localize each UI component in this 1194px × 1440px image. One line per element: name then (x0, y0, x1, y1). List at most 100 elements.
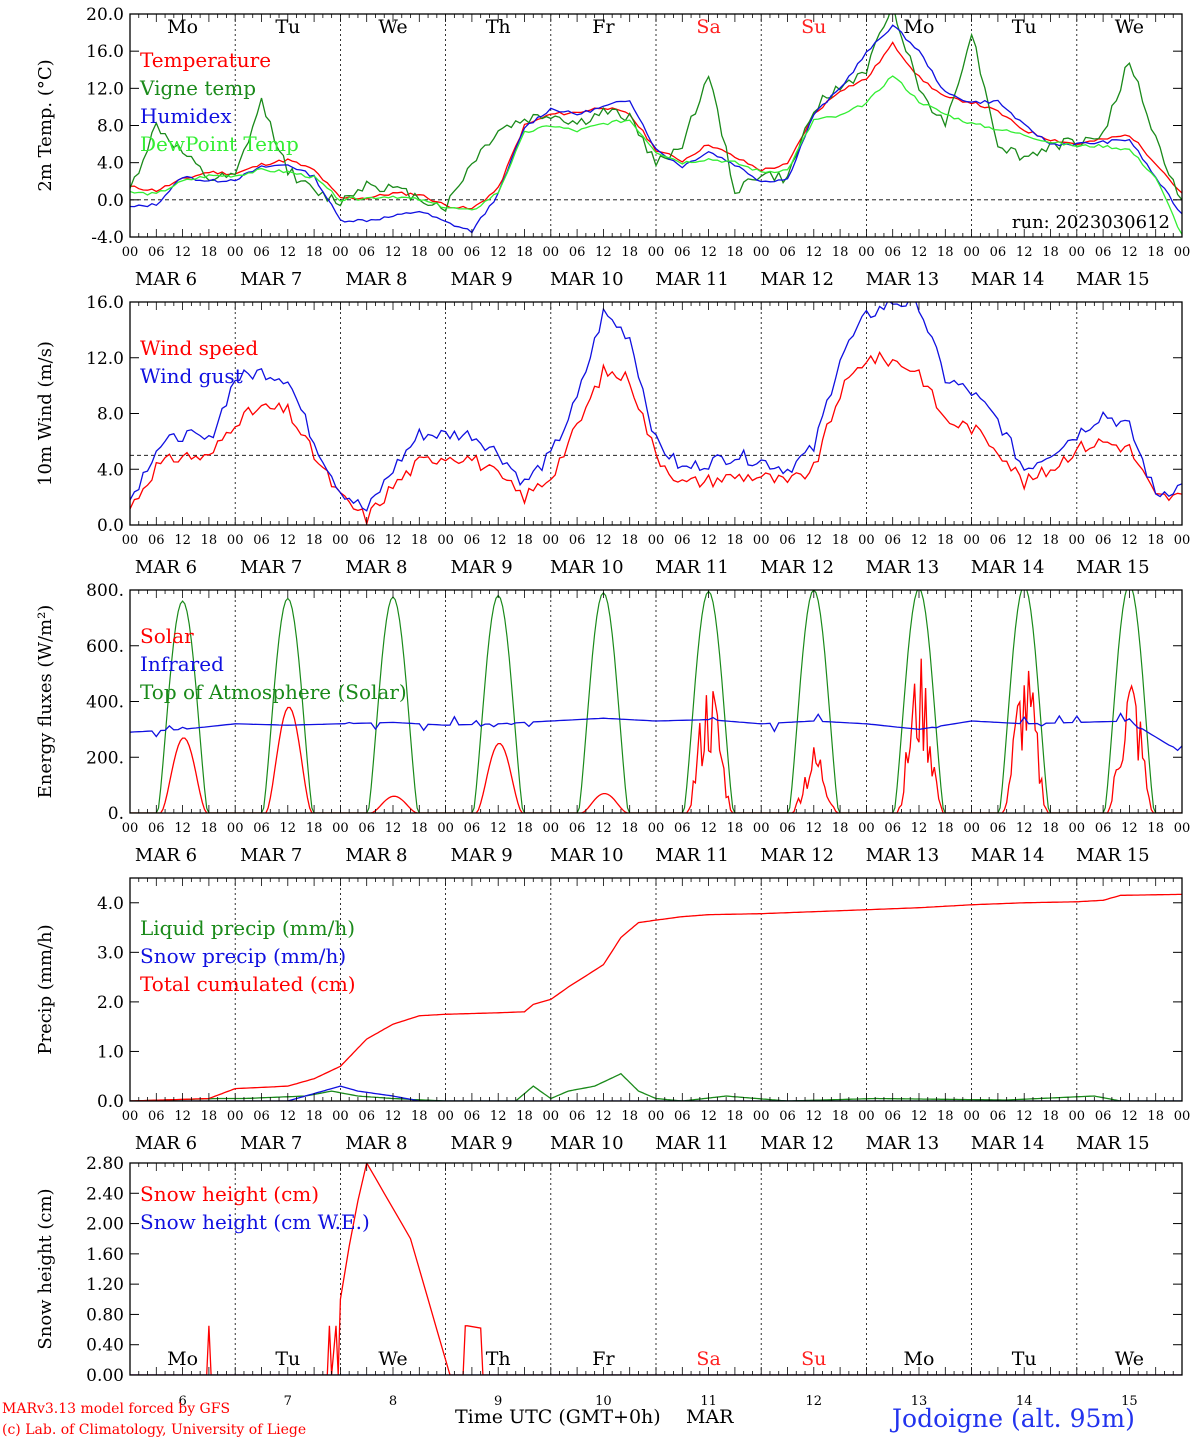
x-date-label: MAR 7 (240, 557, 302, 578)
x-hour-label: 00 (437, 1109, 454, 1124)
y-axis-label: Precip (mm/h) (35, 924, 56, 1054)
x-hour-label: 12 (1016, 245, 1033, 260)
x-hour-label: 18 (201, 533, 218, 548)
x-date-label: MAR 8 (345, 269, 407, 290)
x-axis-title: Time UTC (GMT+0h) (455, 1406, 661, 1428)
x-hour-label: 12 (385, 821, 402, 836)
weekday-label: We (1115, 1348, 1144, 1370)
x-hour-label: 00 (1069, 245, 1086, 260)
x-hour-label: 12 (700, 245, 717, 260)
x-hour-label: 00 (227, 245, 244, 260)
x-date-label: MAR 13 (866, 1133, 940, 1154)
y-tick-label: 1.60 (86, 1245, 124, 1265)
x-hour-label: 12 (700, 533, 717, 548)
x-hour-label: 12 (490, 533, 507, 548)
x-hour-label: 18 (832, 245, 849, 260)
x-hour-label: 00 (227, 1109, 244, 1124)
x-hour-label: 18 (727, 533, 744, 548)
x-hour-label: 18 (1042, 245, 1059, 260)
y-tick-label: 400. (86, 693, 124, 713)
x-hour-label: 18 (306, 1109, 323, 1124)
x-date-label: MAR 13 (866, 557, 940, 578)
x-hour-label: 12 (700, 1109, 717, 1124)
x-hour-label: 06 (253, 1109, 270, 1124)
x-day-number: 11 (700, 1394, 717, 1409)
x-hour-label: 18 (832, 533, 849, 548)
x-day-number: 6 (178, 1394, 186, 1409)
x-date-label: MAR 6 (135, 845, 197, 866)
legend-top-of-atmosphere-solar-: Top of Atmosphere (Solar) (140, 680, 407, 704)
x-hour-label: 18 (727, 1109, 744, 1124)
x-day-number: 14 (1016, 1394, 1033, 1409)
x-hour-label: 00 (1174, 533, 1191, 548)
legend-vigne-temp: Vigne temp (139, 76, 256, 100)
y-tick-label: 1.20 (86, 1275, 124, 1295)
x-hour-label: 00 (437, 533, 454, 548)
panel-series (130, 302, 1182, 525)
x-hour-label: 06 (148, 1109, 165, 1124)
x-date-label: MAR 8 (345, 1133, 407, 1154)
x-hour-label: 12 (1016, 1109, 1033, 1124)
solar-daily-curve (971, 670, 1077, 813)
x-hour-label: 18 (1147, 1109, 1164, 1124)
x-hour-label: 18 (516, 533, 533, 548)
weekday-label: Tu (275, 1348, 300, 1370)
x-hour-label: 00 (543, 821, 560, 836)
x-hour-label: 06 (464, 245, 481, 260)
x-hour-label: 06 (779, 1109, 796, 1124)
y-tick-label: 800. (86, 581, 124, 601)
x-date-label: MAR 13 (866, 269, 940, 290)
x-hour-label: 12 (280, 245, 297, 260)
x-hour-label: 06 (464, 533, 481, 548)
x-hour-label: 12 (911, 1109, 928, 1124)
x-date-label: MAR 9 (451, 269, 513, 290)
x-date-label: MAR 12 (760, 557, 834, 578)
x-hour-label: 06 (1095, 533, 1112, 548)
y-tick-label: 0.0 (97, 1092, 124, 1112)
toa-solar-arch (340, 596, 446, 813)
x-hour-label: 00 (227, 821, 244, 836)
series-line-snow-height-cm- (130, 1163, 1182, 1375)
y-tick-label: 0.80 (86, 1305, 124, 1325)
weekday-label: Sa (696, 1348, 720, 1370)
run-label: run: 2023030612 (1012, 212, 1170, 233)
panel-frame (129, 877, 1183, 1102)
y-tick-label: 20.0 (86, 5, 124, 25)
series-line-humidex (130, 24, 1182, 234)
y-tick-label: 4.0 (97, 154, 124, 174)
y-tick-label: 12.0 (86, 349, 124, 369)
x-hour-label: 06 (1095, 821, 1112, 836)
legend-snow-height-cm-w-e-: Snow height (cm W.E.) (140, 1210, 370, 1234)
weekday-label: Mo (904, 16, 935, 38)
solar-daily-curve (656, 691, 762, 813)
x-hour-label: 00 (648, 821, 665, 836)
y-tick-label: 0.40 (86, 1336, 124, 1356)
x-hour-label: 18 (306, 821, 323, 836)
x-hour-label: 18 (621, 821, 638, 836)
x-hour-label: 00 (648, 533, 665, 548)
x-hour-label: 18 (621, 245, 638, 260)
x-hour-label: 12 (806, 533, 823, 548)
x-hour-label: 12 (385, 1109, 402, 1124)
x-date-label: MAR 11 (655, 269, 729, 290)
x-hour-label: 00 (858, 1109, 875, 1124)
solar-daily-curve (1076, 683, 1182, 813)
x-date-label: MAR 13 (866, 845, 940, 866)
x-day-number: 12 (806, 1394, 823, 1409)
legend-total-cumulated-cm-: Total cumulated (cm) (140, 972, 356, 996)
x-hour-label: 00 (1174, 821, 1191, 836)
y-tick-label: 2.00 (86, 1215, 124, 1235)
x-hour-label: 18 (1147, 245, 1164, 260)
y-tick-label: 0.0 (97, 191, 124, 211)
y-tick-label: 600. (86, 637, 124, 657)
weekday-label: Th (486, 16, 511, 38)
x-hour-label: 18 (306, 245, 323, 260)
x-hour-label: 06 (990, 245, 1007, 260)
x-hour-label: 00 (963, 1109, 980, 1124)
x-date-label: MAR 11 (655, 845, 729, 866)
x-hour-label: 06 (358, 821, 375, 836)
x-hour-label: 00 (858, 821, 875, 836)
solar-daily-curve (340, 795, 446, 813)
legend-snow-precip-mm-h-: Snow precip (mm/h) (140, 944, 346, 968)
legend-liquid-precip-mm-h-: Liquid precip (mm/h) (140, 916, 355, 940)
